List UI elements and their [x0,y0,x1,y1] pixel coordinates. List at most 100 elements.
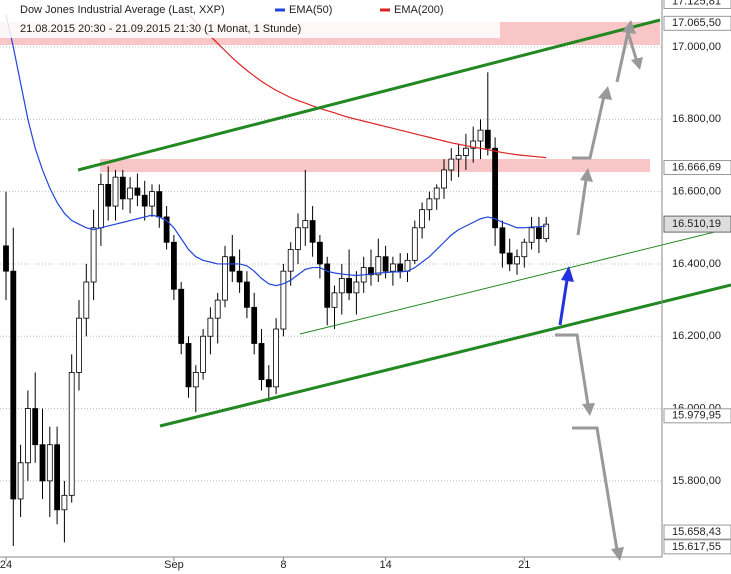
price-box [663,160,731,176]
candle-body [243,281,250,308]
current-price-box [663,215,731,233]
chart-subtitle: 21.08.2015 20:30 - 21.09.2015 21:30 (1 M… [20,23,301,35]
candle-body [76,317,82,373]
price-label: 15.617,55 [672,541,721,553]
candle-body [68,372,75,496]
resistance-zone [100,159,650,172]
candle-body [10,270,17,500]
candle-body [411,227,418,261]
ema-line [188,14,547,159]
candle-body [90,227,97,283]
y-tick-label: 16.800,00 [672,113,721,125]
candle-body [46,444,53,482]
candle-body [346,278,353,294]
candle-body [149,191,155,207]
price-label: 15.658,43 [672,526,721,538]
candle-body [258,343,265,381]
candle-body [353,281,360,294]
price-label: 17.065,50 [672,17,721,29]
legend-label: EMA(50) [289,4,332,16]
header-bg [0,0,500,38]
current-price-label: 16.510,19 [672,218,721,230]
candle-body [98,183,104,229]
candle-body [207,317,214,337]
candle-body [119,176,126,200]
x-tick-label: 14 [379,559,391,571]
candle-body [499,227,506,254]
candle-body [265,379,272,388]
candle-body [112,176,119,207]
x-tick-label: 24 [0,559,12,571]
candle-body [163,216,170,243]
candle-body [470,140,477,149]
channel-lower [159,283,731,428]
scenario-arrows [555,20,643,561]
candle-body [338,278,345,294]
candle-body [455,155,462,160]
candle-body [287,249,294,272]
x-tick-label: Sep [164,559,184,571]
candle-body [441,169,447,189]
candle-body [331,292,338,308]
legend: EMA(50) EMA(200) [275,4,444,16]
candle-body [324,263,331,308]
candle-body [536,227,542,240]
candle-body [236,270,243,283]
candle-body [200,335,207,373]
candle-body [477,129,484,142]
candle-body [492,147,499,229]
chart-title: Dow Jones Industrial Average (Last, XXP) [20,4,225,16]
price-label: 16.666,69 [672,161,721,173]
price-label: 15.979,95 [672,410,721,422]
candle-body [17,462,24,500]
support-line [299,227,731,335]
candle-body [426,198,433,211]
candle-body [521,241,528,258]
candle-body [105,183,112,207]
x-tick-label: 8 [280,559,286,571]
candle-body [514,256,520,265]
candle-body [462,147,469,156]
candle-body [302,220,309,229]
y-tick-label: 16.400,00 [672,258,721,270]
candle-body [185,343,192,388]
candle-body [24,408,31,464]
candle-body [127,187,133,200]
candle-body [368,267,374,276]
candle-body [61,494,68,511]
candle-body [404,259,411,272]
price-label: 17.125,81 [672,0,721,7]
candle-body [54,444,60,511]
candle-body [214,299,221,319]
candle-body [382,256,389,272]
y-tick-label: 15.800,00 [672,475,721,487]
price-box [663,15,731,31]
candle-body [32,408,39,446]
y-tick-label: 16.200,00 [672,330,721,342]
candle-body [222,256,228,301]
candle-body [295,227,301,250]
candle-body [251,306,258,344]
x-tick-label: 21 [518,559,530,571]
candle-body [178,288,185,344]
candle-body [170,241,177,290]
candle-body [273,328,280,388]
y-tick-label: 17.000,00 [672,41,721,53]
candle-body [433,187,440,200]
candle-body [309,220,316,243]
candle-body [448,158,455,171]
y-tick-label: 16.600,00 [672,186,721,198]
legend-label: EMA(200) [394,4,444,16]
candle-body [389,263,396,272]
candle-body [316,241,323,265]
candle-body [192,372,199,388]
candle-body [134,187,141,196]
price-box [663,539,731,555]
candle-body [141,194,148,207]
candle-body [83,281,90,319]
plot: 15.800,0016.000,0016.200,0016.400,0016.6… [0,14,721,546]
candle-body [506,252,513,265]
candle-body [280,270,287,330]
price-box [663,0,731,10]
